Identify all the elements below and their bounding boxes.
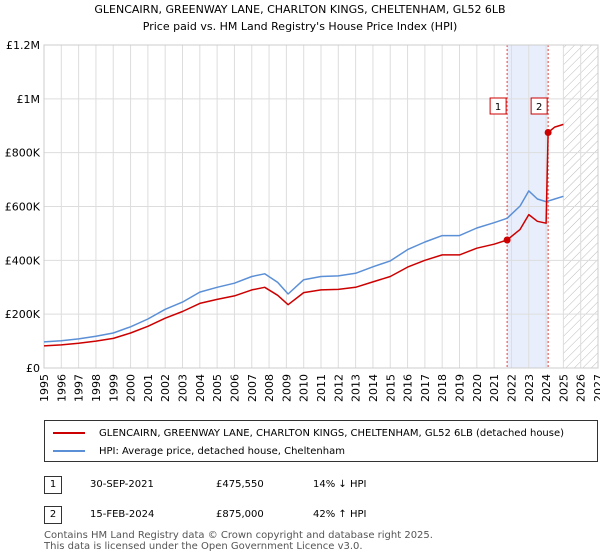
x-tick-label: 2025 — [557, 374, 570, 402]
x-tick-label: 2013 — [350, 374, 363, 402]
price-chart: GLENCAIRN, GREENWAY LANE, CHARLTON KINGS… — [5, 3, 600, 402]
x-tick-label: 2009 — [280, 374, 293, 402]
transaction-date: 15-FEB-2024 — [90, 509, 155, 520]
chart-title: GLENCAIRN, GREENWAY LANE, CHARLTON KINGS… — [94, 3, 505, 16]
x-tick-label: 2002 — [159, 374, 172, 402]
transaction-price: £875,000 — [216, 509, 264, 520]
y-tick-label: £800K — [5, 147, 41, 160]
legend-label-hpi: HPI: Average price, detached house, Chel… — [99, 445, 345, 457]
x-tick-label: 1996 — [55, 374, 68, 402]
legend-swatch-property — [53, 432, 85, 434]
sale-marker-label: 1 — [495, 102, 501, 113]
y-tick-label: £400K — [5, 254, 41, 267]
sale-marker-box — [489, 97, 507, 115]
transaction-date: 30-SEP-2021 — [90, 479, 154, 490]
x-tick-label: 2003 — [177, 374, 190, 402]
x-tick-label: 2000 — [125, 374, 138, 402]
table-row: 2 15-FEB-2024 £875,000 42% ↑ HPI — [44, 506, 584, 526]
x-tick-label: 1998 — [90, 374, 103, 402]
y-tick-label: £1M — [17, 93, 41, 106]
transaction-hpi-diff: 42% ↑ HPI — [313, 509, 367, 520]
x-tick-label: 2027 — [592, 374, 600, 402]
transaction-price: £475,550 — [216, 479, 264, 490]
x-tick-label: 2020 — [471, 374, 484, 402]
hpi-line — [43, 190, 564, 343]
x-tick-label: 2019 — [454, 374, 467, 402]
transaction-marker: 1 — [44, 476, 62, 494]
property-price-line — [43, 123, 564, 347]
y-tick-label: £1.2M — [6, 39, 40, 52]
plot-frame — [43, 44, 599, 369]
legend-item-hpi: HPI: Average price, detached house, Chel… — [53, 443, 345, 459]
sale-point — [544, 128, 552, 136]
legend-label-property: GLENCAIRN, GREENWAY LANE, CHARLTON KINGS… — [99, 427, 565, 439]
x-tick-label: 2012 — [332, 374, 345, 402]
legend-swatch-hpi — [53, 450, 85, 452]
x-tick-label: 2021 — [488, 374, 501, 402]
x-tick-label: 2017 — [419, 374, 432, 402]
x-tick-label: 2014 — [367, 374, 380, 402]
x-tick-label: 2004 — [194, 374, 207, 402]
x-tick-label: 1999 — [107, 374, 120, 402]
x-tick-label: 2018 — [436, 374, 449, 402]
x-tick-label: 2008 — [263, 374, 276, 402]
x-tick-label: 2023 — [523, 374, 536, 402]
x-tick-label: 1997 — [73, 374, 86, 402]
sale-marker-box — [530, 97, 548, 115]
y-tick-label: £600K — [5, 201, 41, 214]
sale-marker-label: 2 — [536, 102, 542, 113]
x-tick-label: 2024 — [540, 374, 553, 402]
x-tick-label: 1995 — [38, 374, 51, 402]
x-tick-label: 2026 — [575, 374, 588, 402]
x-tick-label: 2022 — [505, 374, 518, 402]
x-tick-label: 2016 — [402, 374, 415, 402]
table-row: 1 30-SEP-2021 £475,550 14% ↓ HPI — [44, 476, 584, 496]
x-tick-label: 2001 — [142, 374, 155, 402]
x-tick-label: 2006 — [228, 374, 241, 402]
chart-legend: GLENCAIRN, GREENWAY LANE, CHARLTON KINGS… — [44, 420, 598, 462]
x-tick-label: 2007 — [246, 374, 259, 402]
legend-item-property: GLENCAIRN, GREENWAY LANE, CHARLTON KINGS… — [53, 425, 564, 441]
chart-subtitle: Price paid vs. HM Land Registry's House … — [143, 20, 458, 33]
x-tick-label: 2011 — [315, 374, 328, 402]
footer-copyright: Contains HM Land Registry data © Crown c… — [44, 530, 433, 541]
transaction-marker: 2 — [44, 506, 62, 524]
x-tick-label: 2015 — [384, 374, 397, 402]
transaction-hpi-diff: 14% ↓ HPI — [313, 479, 367, 490]
footer-notice: Contains HM Land Registry data © Crown c… — [44, 530, 433, 552]
y-tick-label: £0 — [26, 362, 40, 375]
y-tick-label: £200K — [5, 308, 41, 321]
x-tick-label: 2010 — [298, 374, 311, 402]
footer-licence: This data is licensed under the Open Gov… — [44, 541, 363, 552]
x-tick-label: 2005 — [211, 374, 224, 402]
sale-point — [503, 236, 511, 244]
